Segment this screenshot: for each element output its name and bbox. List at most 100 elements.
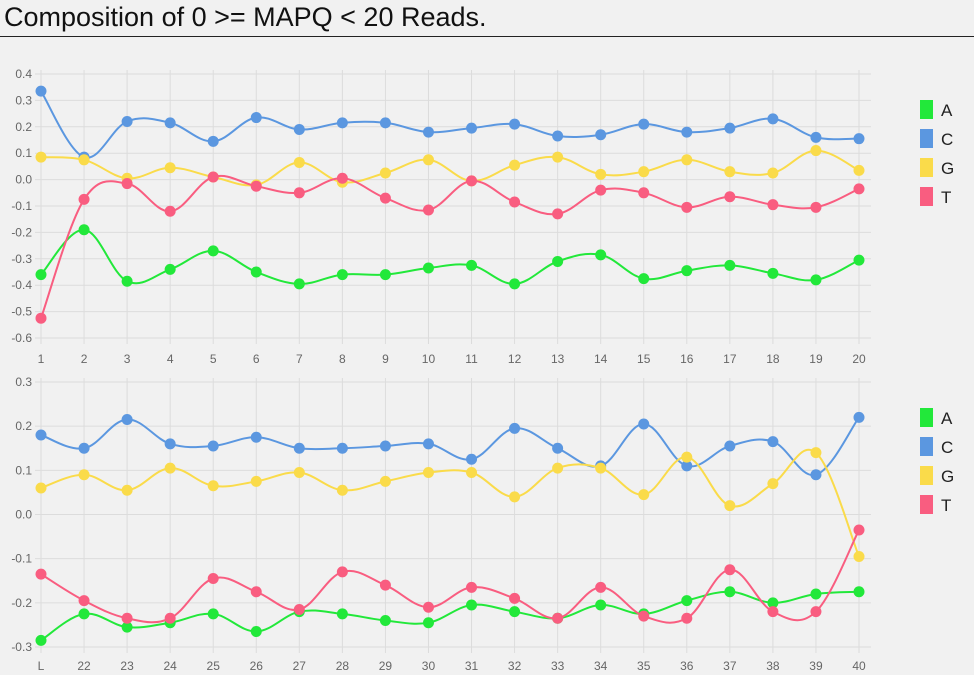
x-tick-label: 33	[551, 659, 565, 673]
series-G	[35, 447, 865, 562]
data-point	[638, 610, 650, 622]
x-tick-label: 23	[120, 659, 134, 673]
y-tick-label: 0.3	[15, 93, 32, 107]
x-tick-label: 22	[77, 659, 91, 673]
series-line	[40, 529, 860, 624]
y-tick-label: -0.4	[11, 278, 32, 292]
data-point	[336, 269, 348, 281]
data-point	[724, 440, 736, 452]
series-A	[35, 586, 865, 646]
x-tick-label: 32	[508, 659, 522, 673]
title-bar: Composition of 0 >= MAPQ < 20 Reads.	[0, 0, 974, 37]
data-point	[78, 193, 90, 205]
data-point	[767, 436, 779, 448]
data-point	[207, 245, 219, 257]
page-title: Composition of 0 >= MAPQ < 20 Reads.	[4, 2, 487, 32]
data-point	[422, 126, 434, 138]
x-tick-label: 38	[766, 659, 780, 673]
data-point	[853, 586, 865, 598]
grid	[35, 70, 871, 344]
data-point	[379, 440, 391, 452]
data-point	[336, 608, 348, 620]
data-point	[466, 175, 478, 187]
x-tick-label: 5	[210, 352, 217, 366]
data-point	[767, 199, 779, 211]
y-tick-label: 0.2	[15, 419, 32, 433]
y-tick-label: -0.2	[11, 225, 32, 239]
data-point	[293, 442, 305, 454]
series-A	[35, 224, 865, 290]
data-point	[810, 447, 822, 459]
data-point	[767, 167, 779, 179]
data-point	[724, 259, 736, 271]
data-point	[164, 612, 176, 624]
data-point	[810, 588, 822, 600]
data-point	[595, 129, 607, 141]
y-tick-label: -0.1	[11, 199, 32, 213]
data-point	[250, 266, 262, 278]
data-point	[336, 566, 348, 578]
legend-swatch	[920, 408, 933, 427]
data-point	[293, 187, 305, 199]
y-tick-label: 0.4	[15, 67, 32, 81]
data-point	[293, 156, 305, 168]
data-point	[293, 278, 305, 290]
data-point	[595, 462, 607, 474]
x-tick-label: 26	[250, 659, 264, 673]
series-C	[35, 85, 865, 163]
series-line	[40, 228, 860, 285]
data-point	[35, 85, 47, 97]
data-point	[379, 167, 391, 179]
data-point	[336, 117, 348, 129]
x-tick-label: 15	[637, 352, 651, 366]
y-tick-label: 0.0	[15, 508, 32, 522]
data-point	[250, 586, 262, 598]
y-tick-label: -0.5	[11, 305, 32, 319]
legend-swatch	[920, 187, 933, 206]
data-point	[35, 482, 47, 494]
data-point	[78, 469, 90, 481]
data-point	[767, 606, 779, 618]
y-tick-label: 0.1	[15, 146, 32, 160]
x-tick-label: 18	[766, 352, 780, 366]
data-point	[724, 191, 736, 203]
data-point	[552, 462, 564, 474]
x-tick-label: 17	[723, 352, 737, 366]
series-line	[40, 149, 860, 187]
data-point	[853, 524, 865, 536]
x-tick-label: 29	[379, 659, 393, 673]
legend-label: A	[941, 101, 953, 120]
y-tick-label: -0.1	[11, 552, 32, 566]
x-tick-label: 13	[551, 352, 565, 366]
data-point	[509, 118, 521, 130]
data-point	[853, 411, 865, 423]
data-point	[121, 612, 133, 624]
legend-swatch	[920, 100, 933, 119]
data-point	[379, 269, 391, 281]
x-tick-label: 34	[594, 659, 608, 673]
legend-label: T	[941, 496, 951, 515]
data-point	[207, 171, 219, 183]
data-point	[466, 259, 478, 271]
data-point	[552, 255, 564, 267]
data-point	[810, 131, 822, 143]
x-tick-label: 10	[422, 352, 436, 366]
x-tick-label: 27	[293, 659, 307, 673]
data-point	[681, 460, 693, 472]
legend-swatch	[920, 437, 933, 456]
data-point	[121, 275, 133, 287]
data-point	[121, 178, 133, 190]
data-point	[379, 579, 391, 591]
data-point	[767, 478, 779, 490]
data-point	[250, 626, 262, 638]
data-point	[810, 201, 822, 213]
x-tick-label: 9	[382, 352, 389, 366]
data-point	[78, 442, 90, 454]
y-tick-label: -0.2	[11, 596, 32, 610]
data-point	[422, 154, 434, 166]
x-tick-label: 12	[508, 352, 522, 366]
data-point	[422, 467, 434, 479]
series-T	[35, 524, 865, 624]
data-point	[466, 581, 478, 593]
data-point	[638, 418, 650, 430]
